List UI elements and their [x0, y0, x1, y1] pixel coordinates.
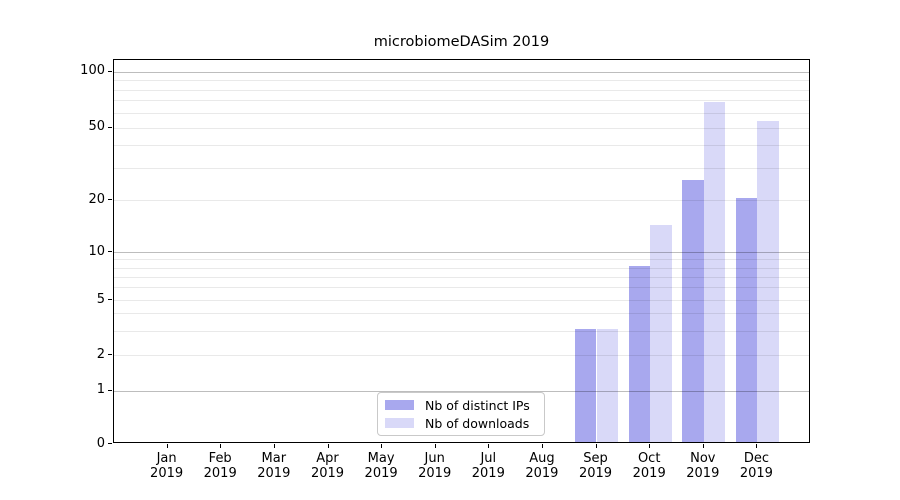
x-tick-label: May 2019 [364, 451, 398, 481]
y-tick-mark [108, 126, 112, 128]
x-tick-mark [327, 444, 329, 448]
bar-downloads [596, 328, 618, 442]
x-tick-label: Mar 2019 [257, 451, 291, 481]
x-tick-mark [756, 444, 758, 448]
gridline-minor [114, 167, 809, 169]
bar-downloads [757, 120, 779, 442]
legend-swatch-downloads [385, 418, 414, 428]
gridline-minor [114, 89, 809, 91]
x-tick-label: Jun 2019 [418, 451, 452, 481]
x-tick-mark [381, 444, 383, 448]
plot-area [113, 59, 810, 443]
y-tick-mark [108, 251, 112, 252]
x-tick-label: Apr 2019 [310, 451, 345, 481]
gridline-minor [114, 276, 809, 278]
gridline-major [114, 71, 809, 73]
chart-title: microbiomeDASim 2019 [373, 34, 550, 50]
y-tick-label: 10 [88, 243, 105, 259]
gridline-minor [114, 313, 809, 315]
legend-swatch-distinct-ips [385, 400, 414, 410]
gridline-minor [114, 127, 809, 129]
legend-label-distinct-ips: Nb of distinct IPs [425, 397, 530, 413]
y-tick-label: 2 [96, 346, 105, 362]
y-tick-mark [108, 443, 112, 444]
bar-distinct-ips [682, 180, 704, 442]
legend: Nb of distinct IPs Nb of downloads [377, 392, 545, 436]
x-tick-mark [273, 444, 275, 448]
y-tick-label: 20 [88, 191, 105, 207]
y-tick-label: 100 [80, 63, 105, 78]
legend-label-downloads: Nb of downloads [425, 415, 530, 431]
x-tick-label: Jan 2019 [150, 451, 184, 481]
x-tick-label: Dec 2019 [739, 451, 773, 481]
y-tick-mark [108, 354, 112, 355]
gridline-minor [114, 330, 809, 332]
gridline-minor [114, 112, 809, 114]
gridline-minor [114, 145, 809, 147]
bar-downloads [650, 224, 672, 442]
x-tick-mark [220, 444, 222, 448]
bar-downloads [703, 101, 726, 442]
x-tick-label: Aug 2019 [525, 451, 559, 481]
gridline-minor [114, 267, 809, 269]
x-tick-mark [488, 444, 490, 448]
x-tick-mark [702, 444, 704, 448]
y-tick-label: 50 [88, 119, 105, 134]
gridline-major [114, 252, 809, 253]
bar-distinct-ips [735, 198, 758, 442]
bar-distinct-ips [628, 265, 651, 442]
x-tick-mark [434, 444, 436, 448]
y-tick-label: 1 [96, 382, 105, 397]
y-tick-mark [108, 389, 112, 391]
y-tick-mark [108, 70, 112, 72]
legend-item-distinct-ips: Nb of distinct IPs [385, 398, 536, 413]
gridline-minor [114, 355, 809, 356]
x-tick-label: Jul 2019 [471, 451, 505, 481]
gridline-major [114, 390, 809, 392]
x-tick-mark [541, 444, 543, 448]
y-tick-label: 0 [96, 435, 105, 451]
gridline-minor [114, 100, 809, 102]
x-tick-label: Nov 2019 [686, 451, 720, 481]
bar-distinct-ips [575, 328, 597, 442]
x-tick-label: Oct 2019 [632, 451, 666, 481]
y-tick-mark [108, 299, 112, 300]
gridline-minor [114, 259, 809, 261]
y-tick-mark [108, 199, 112, 200]
x-tick-mark [166, 444, 168, 448]
y-tick-label: 5 [96, 291, 105, 307]
x-tick-mark [595, 444, 597, 448]
gridline-minor [114, 300, 809, 301]
legend-item-downloads: Nb of downloads [385, 416, 536, 431]
x-tick-label: Sep 2019 [578, 451, 613, 481]
gridline-minor [114, 80, 809, 81]
x-tick-label: Feb 2019 [203, 451, 237, 481]
gridline-minor [114, 287, 809, 289]
gridline-minor [114, 200, 809, 201]
x-tick-mark [649, 444, 651, 448]
